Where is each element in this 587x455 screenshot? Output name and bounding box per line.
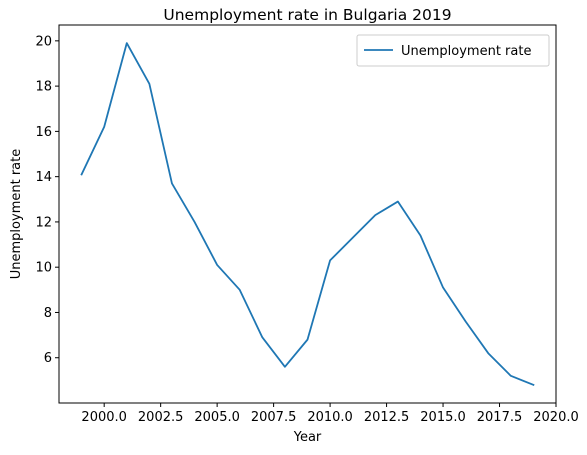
y-tick-label: 20 (35, 34, 52, 49)
x-tick-label: 2005.0 (194, 410, 240, 425)
x-tick-label: 2012.5 (364, 410, 410, 425)
y-tick-label: 8 (44, 306, 52, 321)
y-tick-label: 16 (35, 125, 52, 140)
legend-label: Unemployment rate (401, 44, 531, 59)
y-axis: 6 8 10 12 14 16 18 20 (35, 34, 59, 366)
x-tick-label: 2017.5 (477, 410, 523, 425)
x-tick-label: 2015.0 (420, 410, 466, 425)
x-axis-label: Year (293, 430, 322, 445)
x-tick-label: 2020.0 (533, 410, 579, 425)
x-tick-label: 2000.0 (81, 410, 127, 425)
series-line (80, 42, 535, 387)
y-tick-label: 6 (44, 351, 52, 366)
x-axis: 2000.0 2002.5 2005.0 2007.5 2010.0 2012.5 2015… (81, 403, 579, 425)
plot-area (58, 24, 557, 404)
x-tick-label: 2010.0 (307, 410, 353, 425)
y-tick-label: 12 (35, 215, 52, 230)
y-tick-label: 14 (35, 170, 52, 185)
legend: Unemployment rate (356, 34, 550, 67)
chart-title: Unemployment rate in Bulgaria 2019 (163, 6, 451, 24)
series-layer (80, 42, 535, 387)
y-tick-label: 18 (35, 80, 52, 95)
y-axis-label: Unemployment rate (9, 149, 24, 279)
legend-box (356, 34, 550, 67)
x-tick-label: 2007.5 (251, 410, 297, 425)
y-tick-label: 10 (35, 261, 52, 276)
x-tick-label: 2002.5 (138, 410, 184, 425)
